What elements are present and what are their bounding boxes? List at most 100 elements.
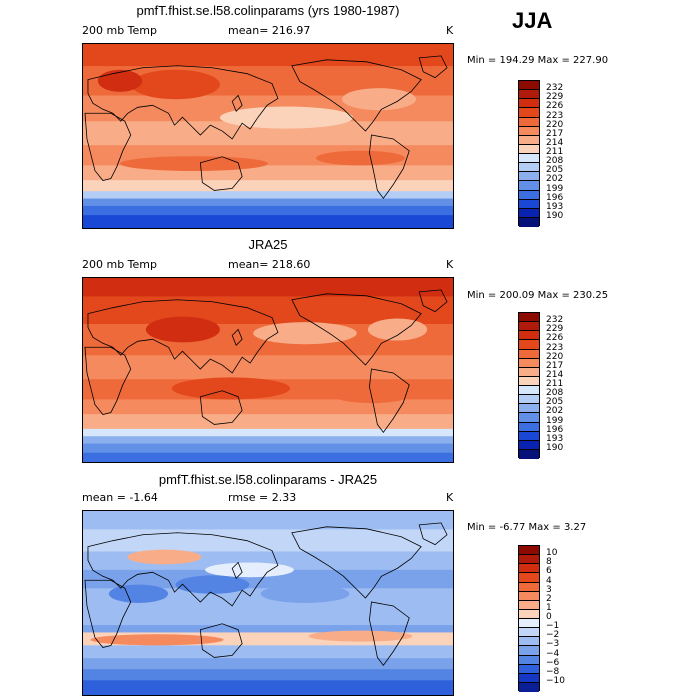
panel-3-coastline [418,522,448,546]
panel-2-coastline [84,346,132,415]
panel-3-coastlines [84,522,448,666]
panel-2-coastline [199,390,243,425]
panel-1-field [83,44,453,228]
panel-2-colorbar [518,312,540,459]
panel-3-rmse-label: rmse = 2.33 [228,491,297,504]
colorbar-tick-label: 232 [546,315,564,326]
colorbar-swatch [519,313,539,323]
colorbar-swatch [519,108,539,118]
panel-2-field [83,278,453,462]
panel-2-band [83,452,453,462]
colorbar-swatch [519,413,539,423]
colorbar-swatch [519,208,539,218]
colorbar-tick-label: 229 [546,92,564,103]
colorbar-tick-label: 211 [546,379,564,389]
colorbar-swatch [519,555,539,565]
panel-3-map [82,510,454,696]
colorbar-tick-label: 220 [546,351,564,362]
panel-2-coastline [231,328,243,346]
colorbar-tick-label: 220 [546,119,564,130]
panel-3-contour-patch [90,634,224,646]
colorbar-swatch [519,609,539,619]
colorbar-tick-label: 214 [546,137,564,148]
colorbar-swatch [519,431,539,441]
colorbar-swatch [519,582,539,592]
colorbar-tick-label: 205 [546,397,564,408]
colorbar-swatch [519,90,539,100]
colorbar-swatch [519,404,539,414]
panel-3-band [83,625,453,633]
colorbar-tick-label: 202 [546,406,564,417]
colorbar-swatch [519,181,539,191]
panel-1-min-max: Min = 194.29 Max = 227.90 [467,55,609,66]
colorbar-swatch [519,546,539,556]
colorbar-swatch [519,322,539,332]
colorbar-tick-label: −1 [546,621,560,632]
colorbar-swatch [519,449,539,459]
colorbar-tick-label: 223 [546,110,564,121]
colorbar-tick-label: 202 [546,174,564,185]
colorbar-swatch [519,422,539,432]
panel-2-contour-patch [253,322,357,345]
panel-2-band [83,436,453,445]
colorbar-tick-label: 229 [546,324,564,335]
colorbar-swatch [519,628,539,638]
panel-3-contour-patch [308,630,413,642]
panel-3-coastline [199,623,243,658]
panel-1-band [83,215,453,228]
panel-1-colorbar [518,80,540,227]
colorbar-tick-label: 211 [546,147,564,157]
colorbar-swatch [519,619,539,629]
panel-1-contour-patch [131,69,220,100]
colorbar-swatch [519,591,539,601]
colorbar-tick-label: 223 [546,342,564,353]
panel-2-map [82,277,454,463]
colorbar-tick-label: −6 [546,657,560,668]
colorbar-tick-label: 199 [546,415,564,426]
panel-2-coastline [369,368,410,433]
panel-3-coastline [369,601,410,666]
panel-3-colorbar [518,545,540,692]
season-label: JJA [512,8,553,33]
panel-1-contour-patch [120,156,268,171]
colorbar-tick-label: 217 [546,360,564,371]
panel-1-band [83,205,453,216]
colorbar-swatch [519,126,539,136]
colorbar-tick-label: 190 [546,210,564,221]
colorbar-tick-label: 205 [546,165,564,176]
panel-3-unit-label: K [446,491,454,504]
panel-3-band [83,669,453,681]
panel-3-band [83,612,453,626]
panel-1-contour-patch [219,106,354,129]
panel-2-min-max: Min = 200.09 Max = 230.25 [467,290,609,301]
panel-1-coastline [418,55,448,79]
panel-1-contour-patch [316,150,405,166]
colorbar-swatch [519,440,539,450]
colorbar-swatch [519,646,539,656]
colorbar-tick-label: 4 [546,575,552,586]
colorbar-swatch [519,664,539,674]
panel-1-contour-patch [97,69,143,92]
panel-2-contour-patch [367,318,428,341]
colorbar-tick-label: 10 [546,548,558,559]
colorbar-swatch [519,81,539,91]
colorbar-swatch [519,637,539,647]
panel-2-band [83,355,453,380]
colorbar-tick-label: 193 [546,201,564,212]
colorbar-swatch [519,358,539,368]
colorbar-tick-label: 232 [546,83,564,94]
panel-3-title: pmfT.fhist.se.l58.colinparams - JRA25 [158,472,378,487]
panel-2-coastline [291,293,422,366]
panel-3-band [83,645,453,659]
panel-3-min-max: Min = -6.77 Max = 3.27 [467,522,587,533]
panel-1-variable-label: 200 mb Temp [82,24,158,37]
colorbar-tick-label: −8 [546,666,560,677]
panel-3-contour-patch [260,584,350,603]
colorbar-tick-label: 196 [546,192,564,203]
colorbar-tick-label: −2 [546,630,560,641]
panel-3-band [83,529,453,552]
panel-1-mean-label: mean= 216.97 [228,24,311,37]
colorbar-swatch [519,682,539,692]
colorbar-tick-label: 193 [546,433,564,444]
colorbar-swatch [519,99,539,109]
